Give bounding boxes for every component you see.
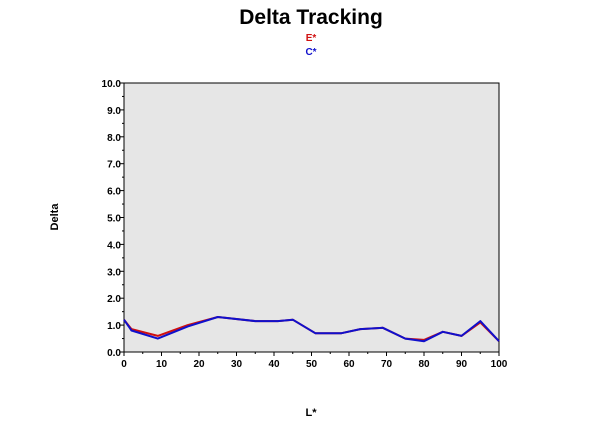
x-tick-label: 40 — [268, 359, 280, 370]
y-axis-ticks: 0.0 1.0 2.0 3.0 4.0 5.0 6.0 7.0 8.0 9.0 10.0 — [102, 79, 124, 359]
plot-area — [123, 82, 500, 353]
x-axis-label: L* — [306, 407, 318, 419]
y-tick-label: 9.0 — [107, 106, 121, 117]
x-tick-label: 0 — [121, 359, 127, 370]
x-tick-label: 10 — [156, 359, 168, 370]
series-line-c — [123, 316, 500, 343]
x-tick-label: 30 — [231, 359, 243, 370]
y-tick-label: 2.0 — [107, 294, 121, 305]
legend-entry-e: E* — [306, 33, 317, 44]
x-tick-label: 50 — [306, 359, 318, 370]
legend-entry-c: C* — [305, 47, 316, 58]
series-layer — [123, 316, 500, 343]
y-tick-label: 4.0 — [107, 240, 121, 251]
y-axis-label: Delta — [49, 203, 61, 231]
chart-title: Delta Tracking — [239, 6, 383, 29]
y-tick-label: 1.0 — [107, 321, 121, 332]
x-tick-label: 90 — [456, 359, 468, 370]
x-tick-label: 60 — [343, 359, 355, 370]
x-axis-ticks: 0 10 20 30 40 50 60 70 80 90 100 — [121, 352, 508, 370]
y-tick-label: 8.0 — [107, 133, 121, 144]
y-tick-label: 7.0 — [107, 160, 121, 171]
y-tick-label: 3.0 — [107, 267, 121, 278]
y-tick-label: 0.0 — [107, 348, 121, 359]
y-tick-label: 10.0 — [102, 79, 122, 90]
x-tick-label: 70 — [381, 359, 393, 370]
x-tick-label: 80 — [418, 359, 430, 370]
x-tick-label: 100 — [491, 359, 508, 370]
y-tick-label: 5.0 — [107, 214, 121, 225]
y-tick-label: 6.0 — [107, 187, 121, 198]
x-tick-label: 20 — [193, 359, 205, 370]
